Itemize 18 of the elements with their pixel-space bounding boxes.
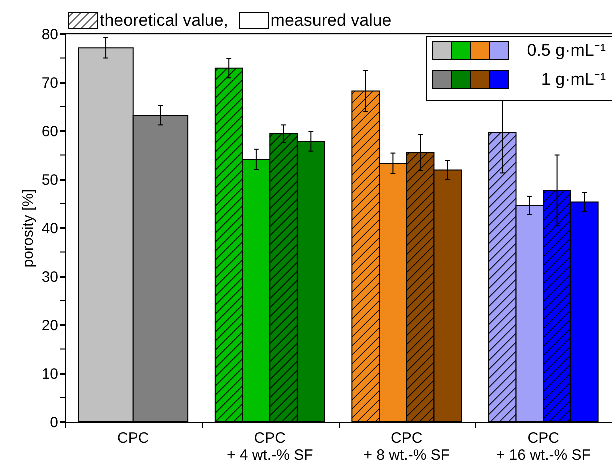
x-tick-label: CPC + 16 wt.-% SF: [496, 430, 591, 464]
y-tick-label: 30: [42, 269, 58, 286]
y-axis-title: porosity [%]: [20, 189, 37, 268]
annotation: 0.5 g·mL⁻¹: [527, 41, 606, 60]
y-tick-label: 50: [42, 172, 58, 189]
y-tick-label: 10: [42, 366, 58, 383]
legend-label: measured value: [270, 11, 392, 30]
y-tick-label: 0: [50, 414, 58, 432]
x-tick-label: CPC + 4 wt.-% SF: [226, 430, 314, 464]
legend-label: theoretical value,: [100, 11, 229, 30]
y-tick-label: 60: [42, 124, 58, 140]
annotation: 1 g·mL⁻¹: [541, 70, 606, 89]
y-tick-label: 70: [42, 75, 58, 92]
x-tick-label: CPC + 8 wt.-% SF: [364, 430, 450, 464]
x-tick-label: CPC: [118, 430, 150, 447]
y-tick-label: 40: [42, 220, 58, 238]
y-tick-label: 20: [42, 318, 58, 334]
y-tick-label: 80: [42, 26, 58, 44]
